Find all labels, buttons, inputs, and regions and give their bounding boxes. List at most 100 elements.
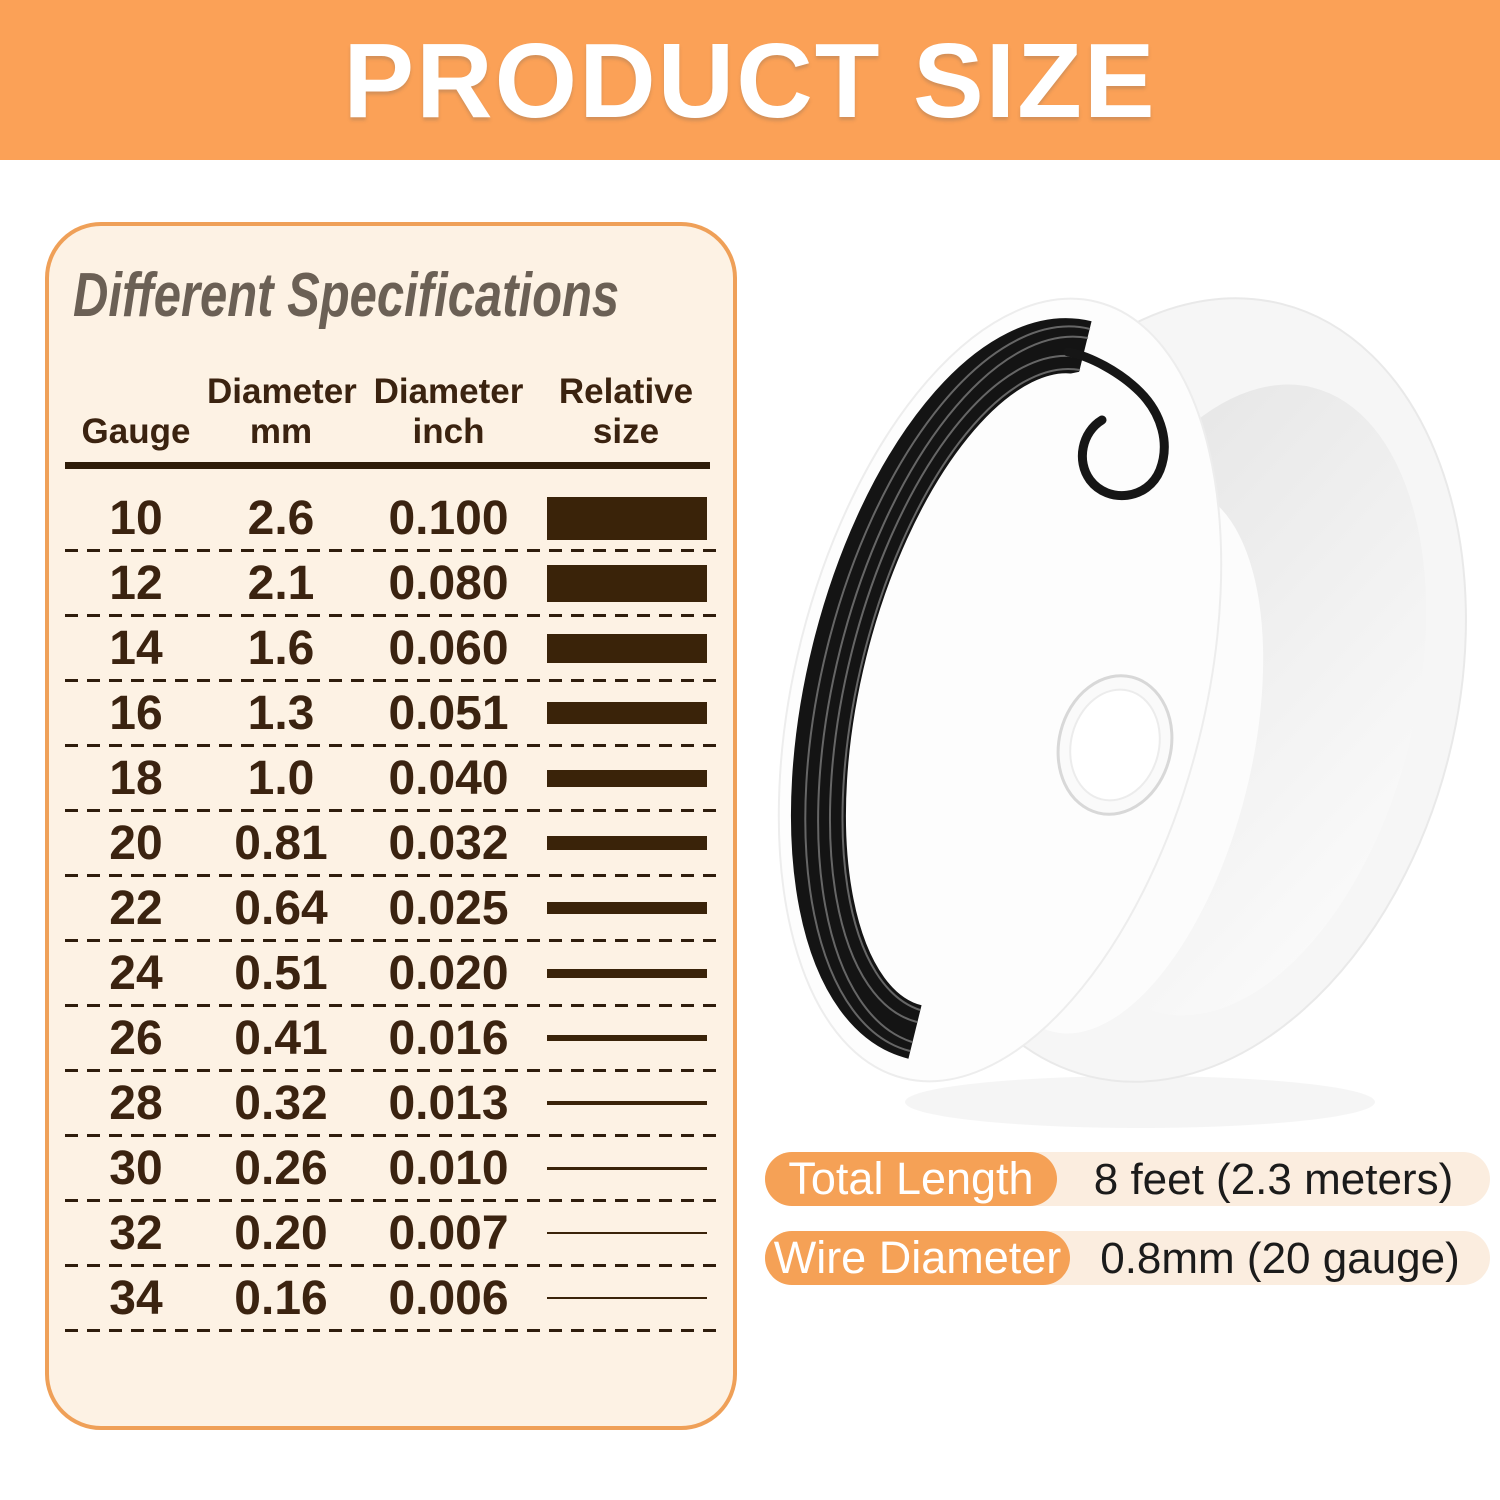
relative-size-cell xyxy=(542,564,710,602)
row-separator xyxy=(65,1134,720,1137)
banner: PRODUCT SIZE xyxy=(0,0,1500,160)
table-row: 28 0.32 0.013 xyxy=(65,1072,710,1134)
inch-cell: 0.006 xyxy=(388,1271,509,1325)
relative-size-cell xyxy=(542,496,710,540)
relative-size-cell xyxy=(542,702,710,724)
table-header-row: Gauge Diameter mm Diameter inch Relative… xyxy=(65,366,710,452)
wire-strand xyxy=(828,354,1084,1023)
header-diameter-inch: Diameter inch xyxy=(373,372,524,451)
wire-strand xyxy=(804,325,1091,1052)
specifications-panel: Different Specifications Gauge Diameter … xyxy=(45,222,737,1430)
table-row: 34 0.16 0.006 xyxy=(65,1267,710,1329)
header-relative-size: Relative size xyxy=(558,372,694,451)
wire-diameter-value: 0.8mm (20 gauge) xyxy=(1100,1234,1460,1283)
relative-size-cell xyxy=(542,1231,710,1235)
gauge-cell: 12 xyxy=(109,556,163,610)
row-separator xyxy=(65,1069,720,1072)
mm-cell: 0.26 xyxy=(234,1141,328,1195)
mm-cell: 1.6 xyxy=(247,621,315,675)
wire-hook xyxy=(1063,347,1169,501)
row-separator xyxy=(65,679,720,682)
relative-size-bar xyxy=(547,1101,707,1105)
gauge-cell: 30 xyxy=(109,1141,163,1195)
header-gauge: Gauge xyxy=(81,412,191,451)
header-diameter-mm: Diameter mm xyxy=(207,372,357,451)
row-separator xyxy=(65,809,720,812)
inch-cell: 0.060 xyxy=(388,621,509,675)
total-length-row: Total Length 8 feet (2.3 meters) xyxy=(765,1152,1490,1206)
total-length-value: 8 feet (2.3 meters) xyxy=(1093,1155,1454,1204)
relative-size-bar xyxy=(547,1297,707,1299)
panel-heading: Different Specifications xyxy=(73,261,620,330)
inch-cell: 0.080 xyxy=(388,556,509,610)
mm-cell: 2.6 xyxy=(247,491,315,545)
relative-size-cell xyxy=(542,968,710,978)
table-row: 26 0.41 0.016 xyxy=(65,1007,710,1069)
row-separator xyxy=(65,1329,720,1332)
table-row: 12 2.1 0.080 xyxy=(65,552,710,614)
relative-size-cell xyxy=(542,1035,710,1041)
mm-cell: 1.3 xyxy=(247,686,315,740)
relative-size-cell xyxy=(542,1166,710,1170)
mm-cell: 0.20 xyxy=(234,1206,328,1260)
table-row: 16 1.3 0.051 xyxy=(65,682,710,744)
inch-cell: 0.020 xyxy=(388,946,509,1000)
relative-size-bar xyxy=(547,1231,707,1235)
spool-center-hole-rim xyxy=(1069,688,1161,802)
mm-cell: 0.16 xyxy=(234,1271,328,1325)
gauge-cell: 20 xyxy=(109,816,163,870)
inch-cell: 0.016 xyxy=(388,1011,509,1065)
relative-size-bar xyxy=(547,702,707,724)
gauge-cell: 16 xyxy=(109,686,163,740)
relative-size-bar xyxy=(547,1035,707,1041)
row-separator xyxy=(65,549,720,552)
page-title: PRODUCT SIZE xyxy=(343,22,1157,140)
mm-cell: 2.1 xyxy=(247,556,315,610)
relative-size-bar xyxy=(547,836,707,850)
inch-cell: 0.007 xyxy=(388,1206,509,1260)
gauge-cell: 18 xyxy=(109,751,163,805)
relative-size-cell xyxy=(542,1297,710,1299)
spec-table: Gauge Diameter mm Diameter inch Relative… xyxy=(65,366,720,1332)
table-row: 30 0.26 0.010 xyxy=(65,1137,710,1199)
spool-front-inner xyxy=(859,370,1201,1020)
mm-cell: 0.32 xyxy=(234,1076,328,1130)
table-row: 14 1.6 0.060 xyxy=(65,617,710,679)
mm-cell: 0.51 xyxy=(234,946,328,1000)
inch-cell: 0.051 xyxy=(388,686,509,740)
gauge-cell: 24 xyxy=(109,946,163,1000)
gauge-cell: 26 xyxy=(109,1011,163,1065)
relative-size-cell xyxy=(542,769,710,787)
gauge-cell: 32 xyxy=(109,1206,163,1260)
wire-spool-photo xyxy=(777,297,1467,1128)
relative-size-cell xyxy=(542,633,710,663)
header-underline xyxy=(65,462,710,469)
relative-size-cell xyxy=(542,1101,710,1105)
gauge-cell: 14 xyxy=(109,621,163,675)
row-separator xyxy=(65,1264,720,1267)
wire-diameter-pill: Wire Diameter xyxy=(765,1231,1070,1285)
inch-cell: 0.040 xyxy=(388,751,509,805)
relative-size-bar xyxy=(547,633,707,663)
gauge-cell: 28 xyxy=(109,1076,163,1130)
gauge-cell: 34 xyxy=(109,1271,163,1325)
mm-cell: 1.0 xyxy=(247,751,315,805)
gauge-cell: 10 xyxy=(109,491,163,545)
row-separator xyxy=(65,874,720,877)
inch-cell: 0.025 xyxy=(388,881,509,935)
inch-cell: 0.010 xyxy=(388,1141,509,1195)
relative-size-bar xyxy=(547,1166,707,1170)
table-row: 18 1.0 0.040 xyxy=(65,747,710,809)
relative-size-bar xyxy=(547,769,707,787)
table-row: 22 0.64 0.025 xyxy=(65,877,710,939)
total-length-pill: Total Length xyxy=(765,1152,1057,1206)
table-row: 20 0.81 0.032 xyxy=(65,812,710,874)
wire-strand xyxy=(841,367,1081,1011)
row-separator xyxy=(65,1199,720,1202)
wire-diameter-row: Wire Diameter 0.8mm (20 gauge) xyxy=(765,1231,1490,1285)
gauge-cell: 22 xyxy=(109,881,163,935)
relative-size-bar xyxy=(547,902,707,914)
table-row: 32 0.20 0.007 xyxy=(65,1202,710,1264)
table-body: 10 2.6 0.100 12 2.1 0.080 14 1.6 0.060 16 1.3 0.051… xyxy=(65,487,720,1332)
